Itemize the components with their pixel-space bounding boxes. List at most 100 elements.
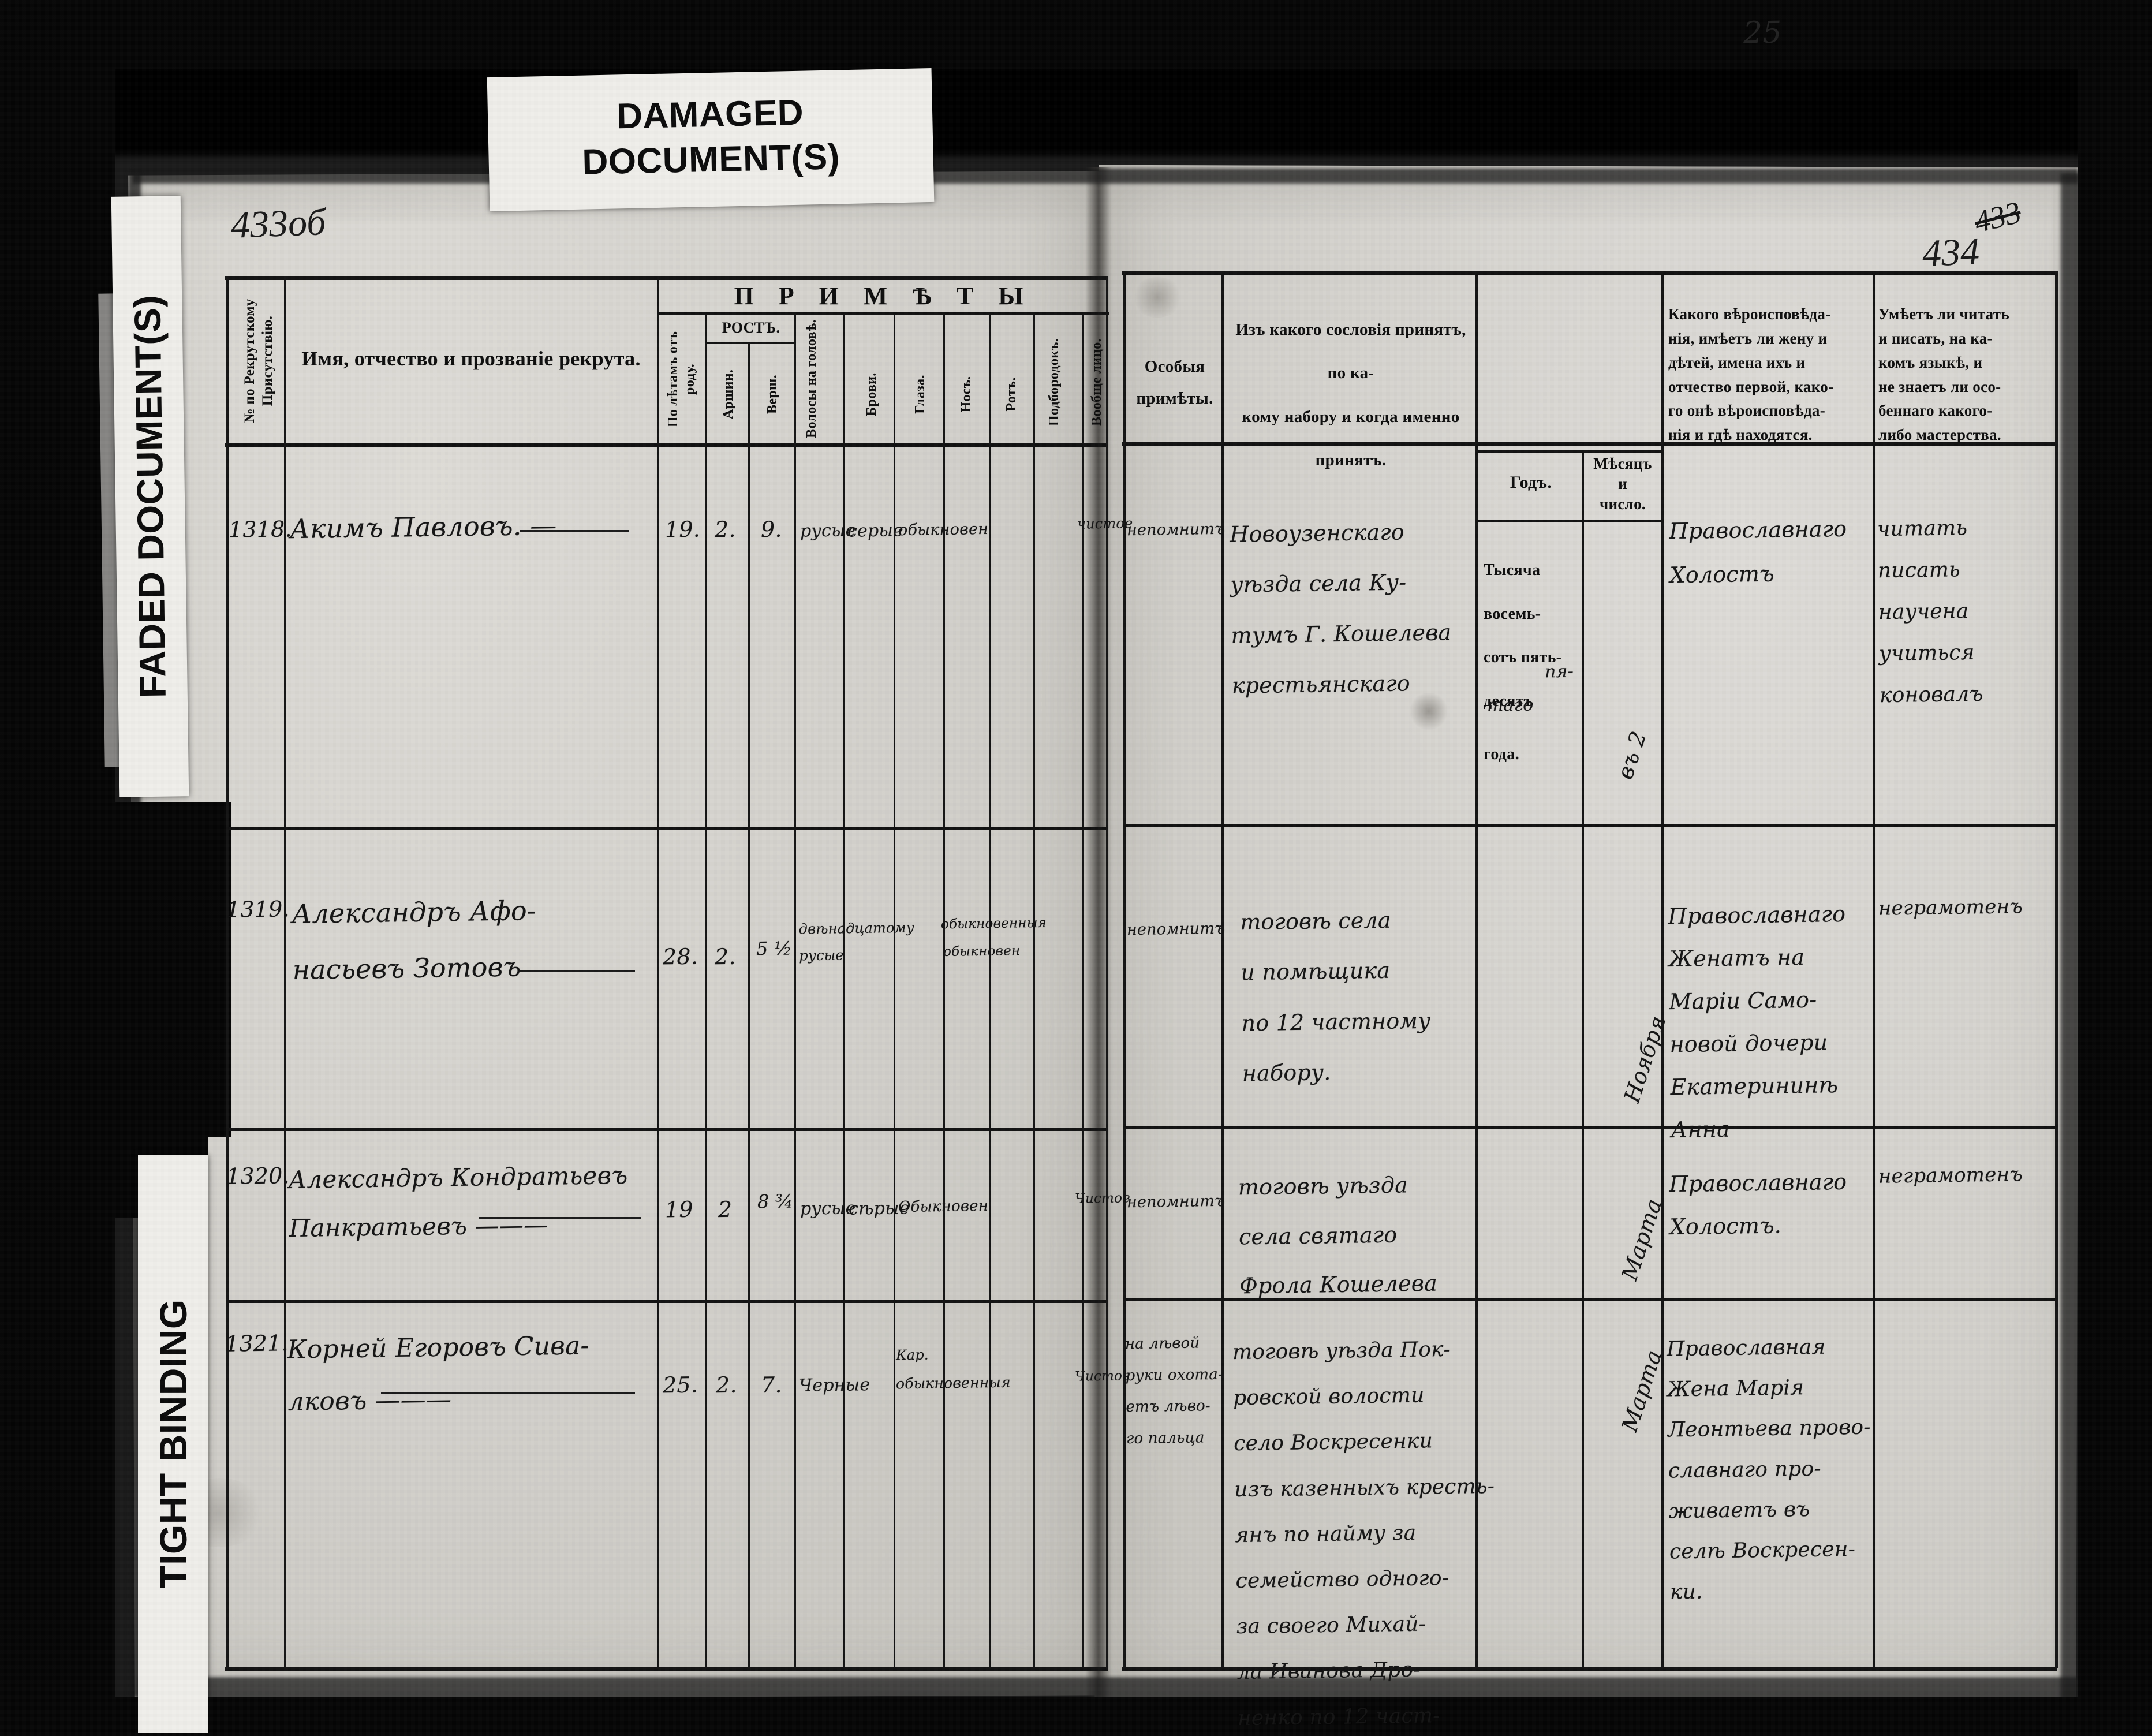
row-1-literacy-line4: учиться — [1878, 640, 1975, 666]
damaged-label-line2: DOCUMENT(S) — [581, 136, 840, 182]
col-rule-estate-right — [1475, 271, 1478, 1668]
col-rule-mouth-right — [1033, 312, 1035, 1668]
page-edge-right — [2061, 173, 2080, 1703]
row-3-hair: русые — [799, 1198, 856, 1219]
faded-document-label: FADED DOCUMENT(S) — [111, 196, 189, 797]
row-3-estate-line3: Фрола Кошелева — [1239, 1270, 1438, 1299]
row-2-estate-line3: по 12 частному — [1241, 1007, 1431, 1036]
row-1-religion: Православнаго Холостъ — [1669, 507, 1848, 597]
row-4-estate: тоговѣ уѣзда Пок- ровской волости село В… — [1232, 1326, 1499, 1736]
header-religion-line1: Какого вѣроисповѣда- — [1668, 305, 1831, 323]
row-3-religion-line2: Холостъ. — [1669, 1212, 1782, 1240]
row-1-literacy-line2: писать — [1877, 558, 1961, 583]
row-3-vershok: 8 ¾ — [757, 1190, 794, 1213]
row-3-name-line2: Панкратьевъ ——— — [289, 1210, 548, 1243]
row-4-name-dash — [381, 1392, 635, 1394]
row-3-arshin: 2 — [718, 1196, 733, 1223]
header-name-column: Имя, отчество и прозваніе рекрута. — [301, 347, 641, 370]
row-4-estate-line2: ровской волости — [1232, 1383, 1425, 1410]
row-4-number: 1321. — [225, 1330, 289, 1357]
col-rule-religion-right — [1873, 271, 1875, 1668]
col-rule-year-right — [1582, 450, 1584, 1668]
header-religion-line4: отчество первой, како- — [1668, 378, 1834, 395]
row-4-religion-line5: живаетъ въ — [1668, 1497, 1810, 1524]
folio-number-right: 434 — [1921, 230, 1981, 275]
table-bottom-rule-left — [225, 1667, 1108, 1671]
row-1-face: чистое — [1077, 515, 1133, 532]
row-rule-3 — [226, 1300, 1108, 1303]
row-1-age: 19. — [664, 516, 701, 543]
table-headfoot-rule-right — [1122, 442, 2057, 446]
header-height-group: РОСТЪ. — [722, 319, 780, 336]
row-3-estate: тоговѣ уѣзда села святаго Фрола Кошелева — [1238, 1160, 1438, 1311]
row-rule-3-right — [1123, 1298, 2057, 1301]
printed-year-block: Тысяча восемь- сотъ пять- десятъ — [1484, 548, 1581, 723]
col-rule-face-right — [1106, 276, 1108, 1668]
header-special-marks: Особыя примѣты. — [1129, 351, 1220, 415]
col-rule-chin-right — [1082, 312, 1084, 1668]
row-2-religion-line3: Марiи Само- — [1669, 987, 1817, 1015]
top-margin-black — [0, 0, 2152, 69]
year-group-rule-2 — [1478, 520, 1662, 522]
col-rule-nose-right — [989, 312, 991, 1668]
row-2-religion-line5: Екатерининѣ — [1670, 1072, 1839, 1100]
row-1-estate-line2: уѣзда села Ку- — [1230, 569, 1407, 598]
header-nose: Носъ. — [959, 376, 974, 413]
row-2-religion: Православнаго Женатъ на Марiи Само- ново… — [1668, 893, 1849, 1152]
header-estate-line1: Изъ какого сословія принятъ, по ка- — [1235, 320, 1466, 383]
row-4-special-line3: етъ лѣво- — [1126, 1397, 1211, 1416]
marks-group-rule — [658, 312, 1109, 315]
row-3-face: Чистое — [1074, 1190, 1131, 1207]
header-special-marks-line1: Особыя примѣты. — [1136, 357, 1213, 408]
damaged-document-label: DAMAGED DOCUMENT(S) — [487, 68, 935, 212]
row-1-number: 1318. — [228, 516, 293, 543]
row-1-name: Акимъ Павловъ. — — [289, 509, 557, 545]
row-2-religion-line6: Анна — [1671, 1117, 1731, 1143]
row-1-eyes: обыкновен — [898, 520, 989, 540]
header-mouth: Ротъ. — [1004, 377, 1019, 412]
row-1-literacy-line5: коновалъ — [1879, 682, 1983, 708]
header-chin: Подбородокъ. — [1047, 338, 1062, 427]
header-number-column: № по Рекрутскому Присутствію. — [242, 298, 275, 423]
row-4-estate-line1: тоговѣ уѣзда Пок- — [1232, 1337, 1451, 1365]
row-4-estate-line8: ла Иванова Дро- — [1236, 1658, 1421, 1685]
header-face: Вообще лицо. — [1089, 338, 1104, 426]
row-4-special-line2: руки охота- — [1125, 1365, 1224, 1384]
header-literacy-line6: либо мастерства. — [1878, 426, 2001, 444]
header-month-day-line2: и — [1618, 475, 1627, 493]
col-rule-age-right — [705, 312, 707, 1668]
printed-year-line5: года. — [1484, 745, 1519, 763]
header-religion-column: Какого вѣроисповѣда- нія, имѣетъ ли жену… — [1668, 303, 1869, 447]
header-literacy-line5: беннаго какого- — [1878, 402, 1993, 420]
row-4-religion-line2: Жена Марiя — [1667, 1376, 1804, 1402]
header-marks-group: П Р И М Ѣ Т Ы — [734, 282, 1033, 310]
row-4-religion-line6: селѣ Воскресен- — [1669, 1537, 1856, 1564]
row-2-hair-line1: двѣнадцатому — [798, 919, 915, 938]
table-top-rule-right — [1122, 271, 2057, 275]
row-1-arshin: 2. — [714, 516, 736, 543]
col-rule-number — [226, 276, 229, 1668]
year-group-rule — [1478, 450, 1662, 453]
row-2-literacy: неграмотенъ — [1878, 895, 2023, 920]
printed-year-line1: Тысяча — [1484, 561, 1541, 579]
header-eyebrows: Брови. — [864, 372, 879, 416]
header-religion-line6: нія и гдѣ находятся. — [1668, 426, 1813, 444]
row-4-religion-line4: славнаго про- — [1668, 1457, 1821, 1483]
row-4-name-line2: лковъ ——— — [287, 1384, 452, 1417]
row-1-religion-line2: Холостъ — [1669, 561, 1774, 588]
folio-number-left: 433об — [230, 201, 327, 247]
row-2-number: 1319. — [226, 896, 290, 923]
row-3-literacy: неграмотенъ — [1878, 1163, 2023, 1188]
col-rule-special-left — [1123, 271, 1126, 1668]
row-4-estate-line6: семейство одного- — [1235, 1566, 1449, 1593]
row-2-religion-line2: Женатъ на — [1668, 944, 1805, 972]
row-4-estate-line7: за своего Михай- — [1236, 1612, 1426, 1639]
row-4-estate-line5: янъ по найму за — [1235, 1521, 1417, 1547]
tight-binding-label: TIGHT BINDING — [138, 1155, 208, 1733]
year-handwritten-insert-2: таго — [1486, 695, 1534, 716]
row-1-religion-line1: Православнаго — [1669, 516, 1847, 544]
row-rule-1-right — [1123, 824, 2057, 827]
row-4-religion: Православная Жена Марiя Леонтьева прово-… — [1667, 1327, 1873, 1613]
row-4-religion-line7: ки. — [1669, 1580, 1703, 1604]
